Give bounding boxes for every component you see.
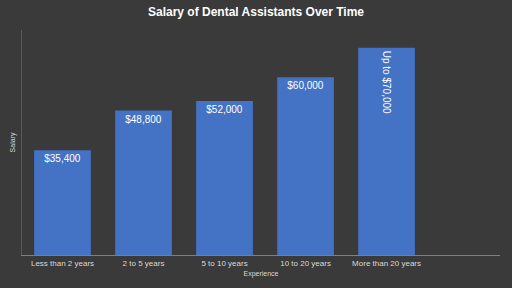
svg-text:$35,400: $35,400 [44, 153, 81, 164]
svg-text:10 to 20 years: 10 to 20 years [280, 259, 331, 268]
svg-text:$48,800: $48,800 [125, 114, 162, 125]
svg-text:5 to 10 years: 5 to 10 years [201, 259, 247, 268]
svg-text:Experience: Experience [243, 270, 278, 278]
svg-text:Salary of Dental Assistants Ov: Salary of Dental Assistants Over Time [148, 5, 364, 19]
svg-text:More than 20 years: More than 20 years [352, 259, 421, 268]
svg-text:Less than 2 years: Less than 2 years [31, 259, 94, 268]
svg-text:$60,000: $60,000 [287, 80, 324, 91]
svg-text:$52,000: $52,000 [206, 104, 243, 115]
svg-text:Up to $70,000: Up to $70,000 [381, 51, 392, 114]
svg-text:Salary: Salary [9, 132, 17, 152]
svg-text:2 to 5 years: 2 to 5 years [123, 259, 165, 268]
